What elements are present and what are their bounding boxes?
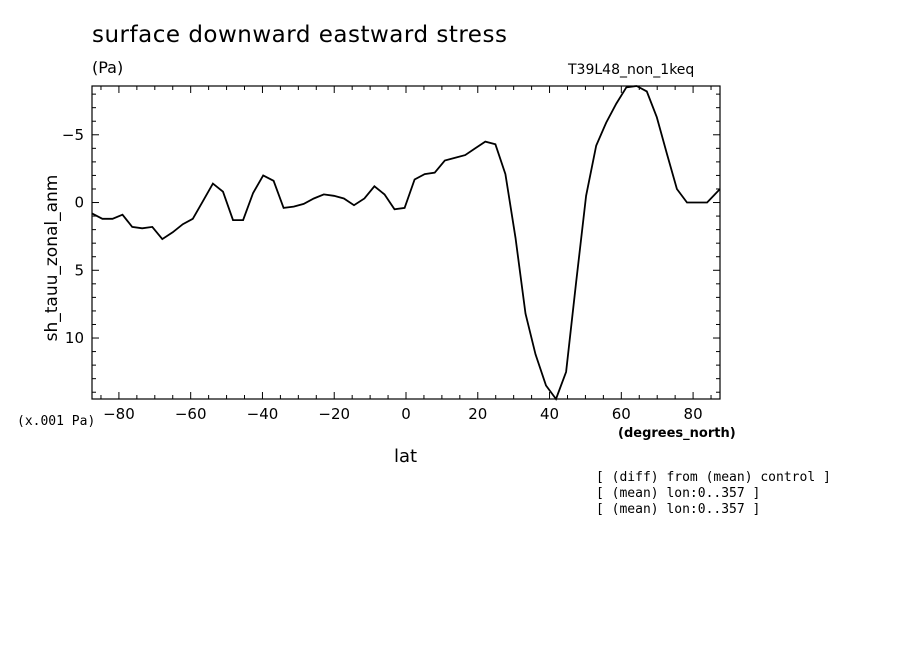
x-tick-label: 60 [612,405,631,423]
annotation-diff: [ (diff) from (mean) control ] [596,470,831,485]
y-tick-label: −5 [62,126,84,144]
x-tick-label: −40 [247,405,279,423]
y-tick-label: 5 [74,261,84,279]
x-tick-label: 20 [468,405,487,423]
x-tick-label: −20 [318,405,350,423]
x-tick-label: 0 [401,405,411,423]
plot-frame [91,85,721,400]
y-tick-label: 10 [65,329,84,347]
annotation-mean-lon-2: [ (mean) lon:0..357 ] [596,502,761,517]
chart-units: (Pa) [92,58,124,77]
run-label: T39L48_non_1keq [568,62,695,78]
chart-title: surface downward eastward stress [92,22,508,48]
series-line [91,85,721,401]
x-tick-label: −60 [175,405,207,423]
axis-tick-labels: −80 −60 −40 −20 0 20 40 60 80 −5 0 5 10 [62,126,703,423]
y-tick-label: 0 [74,194,84,212]
x-axis-units: (degrees_north) [618,426,736,441]
x-tick-label: 80 [684,405,703,423]
axis-ticks [92,86,720,399]
x-tick-label: −80 [103,405,135,423]
x-axis-label: lat [394,446,418,467]
annotation-mean-lon-1: [ (mean) lon:0..357 ] [596,486,761,501]
x-tick-label: 40 [540,405,559,423]
scale-note: (x.001 Pa) [17,414,96,429]
